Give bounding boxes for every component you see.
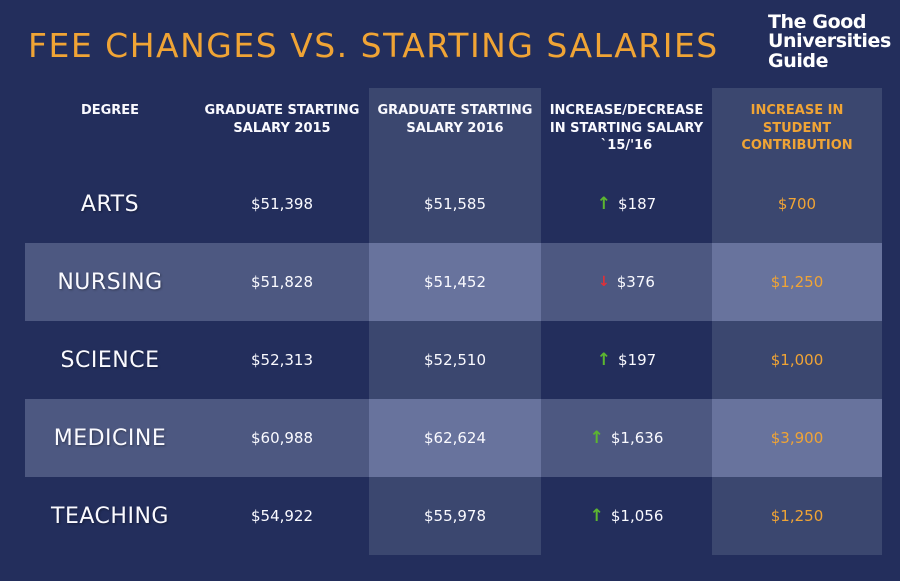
- degree-cell-science: SCIENCE: [60, 347, 160, 373]
- salary-2015-cell: $54,922: [250, 507, 314, 525]
- change-value: $376: [616, 273, 655, 291]
- arrow-up-icon: ↑: [589, 505, 604, 526]
- change-cell: ↓ $376: [541, 243, 712, 321]
- salary-2015-cell: $51,828: [195, 243, 369, 321]
- header-change: INCREASE/DECREASE IN STARTING SALARY `15…: [549, 103, 704, 154]
- header-contribution: INCREASE IN STUDENT CONTRIBUTION: [712, 88, 882, 165]
- change-value: $197: [618, 351, 657, 369]
- change-cell: ↑ $197: [541, 321, 712, 399]
- contribution-cell: $1,250: [712, 477, 882, 555]
- degree-cell-nursing: NURSING: [25, 243, 195, 321]
- contribution-cell: $1,000: [712, 321, 882, 399]
- arrow-up-icon: ↑: [589, 427, 604, 448]
- arrow-up-icon: ↑: [596, 349, 612, 370]
- arrow-down-icon: ↓: [598, 274, 610, 290]
- change-value: $1,636: [610, 429, 664, 447]
- salary-2016-cell: $55,978: [369, 477, 541, 555]
- degree-cell-arts: ARTS: [80, 191, 140, 217]
- salary-2016-cell: $52,510: [369, 321, 541, 399]
- change-cell: ↑ $1,056: [541, 477, 712, 555]
- salary-2015-cell: $52,313: [250, 351, 314, 369]
- contribution-cell: $700: [712, 165, 882, 243]
- contribution-cell: $3,900: [712, 399, 882, 477]
- degree-cell-medicine: MEDICINE: [25, 399, 195, 477]
- salary-2015-cell: $60,988: [195, 399, 369, 477]
- page-title: FEE CHANGES VS. STARTING SALARIES: [28, 26, 719, 65]
- logo-line-2: Universities: [768, 30, 891, 53]
- salary-2016-cell: $62,624: [369, 399, 541, 477]
- contribution-cell: $1,250: [712, 243, 882, 321]
- salary-2016-cell: $51,452: [369, 243, 541, 321]
- change-value: $1,056: [610, 507, 664, 525]
- change-cell: ↑ $187: [541, 165, 712, 243]
- fee-salary-table: DEGREE GRADUATE STARTING SALARY 2015 GRA…: [25, 88, 882, 555]
- header-salary-2016: GRADUATE STARTING SALARY 2016: [369, 88, 541, 165]
- degree-cell-teaching: TEACHING: [51, 503, 169, 529]
- logo-line-1: The Good: [768, 11, 867, 33]
- change-value: $187: [618, 195, 657, 213]
- salary-2015-cell: $51,398: [250, 195, 314, 213]
- arrow-up-icon: ↑: [596, 193, 612, 214]
- logo-line-3: Guide: [768, 49, 829, 72]
- good-universities-guide-logo: The Good Universities Guide: [768, 11, 891, 72]
- header-salary-2015: GRADUATE STARTING SALARY 2015: [204, 103, 360, 136]
- salary-2016-cell: $51,585: [369, 165, 541, 243]
- header-degree: DEGREE: [80, 103, 140, 118]
- change-cell: ↑ $1,636: [541, 399, 712, 477]
